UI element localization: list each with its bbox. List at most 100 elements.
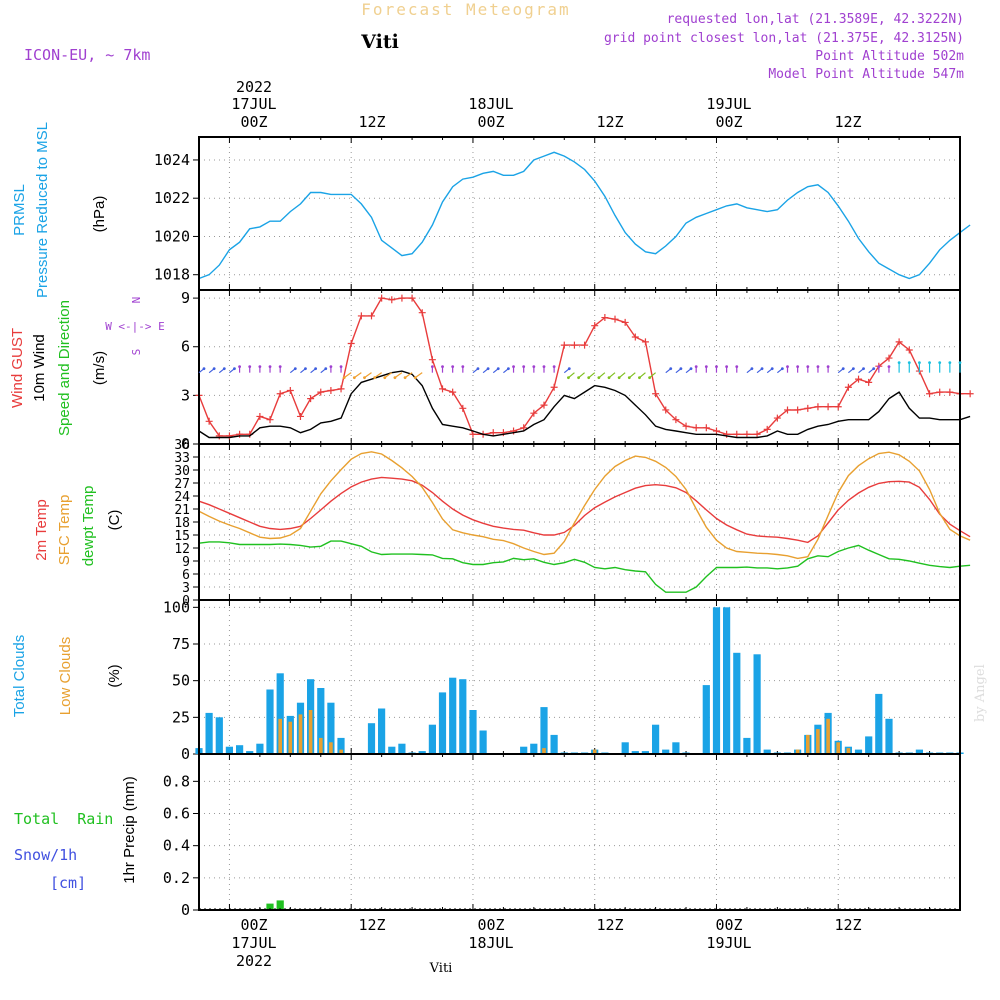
wind-direction-arrowhead (363, 376, 366, 380)
temp-ytick-label-8: 24 (174, 490, 190, 505)
wind-direction-arrowhead (512, 365, 515, 369)
clouds-ytick-label-2: 50 (172, 672, 190, 690)
wind-direction-arrows (198, 361, 962, 380)
wind-direction-arrow (414, 372, 423, 379)
temp-ytick-label-12: 36 (174, 438, 190, 453)
model-altitude: Model Point Altitude 547m (768, 67, 964, 82)
gust-point (773, 414, 781, 422)
total-cloud-bar (337, 737, 345, 754)
total-cloud-bar (438, 692, 447, 754)
total-cloud-bar (763, 749, 771, 754)
gust-point (621, 318, 629, 326)
temp-label-3: dewpt Temp (80, 486, 97, 567)
gust-point (378, 294, 386, 302)
temp-ytick-label-4: 12 (174, 542, 190, 557)
wind-direction-arrowhead (342, 376, 346, 380)
compass-we: W <-|-> E (105, 320, 165, 333)
precip-panel: 0 0.2 0.4 0.6 0.8 (163, 753, 961, 919)
wind-direction-arrow (404, 372, 413, 379)
pressure-ytick-label-0: 1018 (154, 266, 190, 284)
wind-direction-arrowhead (704, 365, 708, 369)
wind-direction-arrowhead (304, 367, 307, 371)
pressure-label-2: Pressure Reduced to MSL (34, 122, 51, 298)
wind-direction-arrowhead (278, 365, 282, 369)
wind-direction-arrowhead (222, 367, 226, 371)
low-cloud-bar (806, 734, 810, 754)
precip-ytick-label-4: 0.8 (163, 772, 190, 790)
precip-unit: 1hr Precip (mm) (121, 776, 138, 884)
total-cloud-bar (225, 746, 233, 754)
precip-ytick-label-3: 0.6 (163, 805, 190, 823)
wind-direction-arrowhead (486, 367, 490, 371)
wind-direction-arrowhead (552, 365, 556, 369)
wind-direction-arrowhead (393, 376, 397, 380)
chart-title: Forecast Meteogram (361, 0, 570, 19)
wind-ytick-label-0: 0 (181, 435, 190, 453)
bottom-tick-1: 12Z (358, 916, 385, 934)
gust-point (286, 387, 294, 395)
total-cloud-bar (378, 708, 386, 754)
wind-direction-arrow (374, 372, 382, 379)
top-date-1: 17JUL (231, 95, 276, 113)
gust-point (743, 430, 751, 438)
temp-ytick-label-3: 9 (182, 555, 190, 570)
low-cloud-bar (846, 748, 851, 754)
wind-direction-arrowhead (816, 365, 820, 369)
wind-direction-arrowhead (293, 367, 297, 371)
wind-direction-arrow (384, 372, 393, 379)
clouds-ytick-label-3: 75 (172, 635, 190, 653)
pressure-ytick-label-2: 1022 (154, 189, 190, 207)
wind-direction-arrowhead (907, 361, 911, 365)
bottom-date-2: 18JUL (468, 934, 513, 952)
wind-direction-arrowhead (202, 367, 206, 371)
low-cloud-bar (319, 737, 323, 754)
clouds-panel: 0 25 50 75 100 (163, 598, 964, 763)
gust-point (367, 312, 375, 320)
precip-label-3: [cm] (50, 874, 86, 892)
total-cloud-bar (865, 736, 873, 754)
pressure-ytick-label-1: 1020 (154, 227, 190, 245)
gust-point (520, 424, 528, 432)
gust-point (611, 315, 619, 323)
wind-direction-arrowhead (627, 376, 631, 380)
wind-direction-arrowhead (897, 361, 901, 365)
clouds-label-1: Total Clouds (11, 635, 28, 718)
wind-direction-arrowhead (413, 376, 417, 380)
wind-direction-arrowhead (958, 361, 962, 365)
temp-ytick-label-7: 21 (174, 503, 190, 518)
gust-point (327, 387, 335, 395)
wind-direction-arrowhead (877, 365, 881, 369)
wind-direction-arrowhead (948, 361, 952, 365)
wind-direction-arrowhead (786, 365, 789, 369)
wind-ytick-label-1: 3 (181, 386, 190, 404)
wind-direction-arrowhead (476, 367, 480, 371)
wind-direction-arrowhead (694, 365, 698, 369)
wind-direction-arrowhead (212, 367, 216, 371)
gust-point (296, 412, 304, 420)
wind-direction-arrowhead (872, 367, 876, 371)
gust-point (946, 388, 954, 396)
precip-label-1: Total Rain (14, 810, 113, 828)
gust-point (256, 412, 264, 420)
wind-direction-arrowhead (248, 365, 252, 369)
gust-point (449, 388, 457, 396)
gust-point (276, 390, 284, 398)
total-cloud-bar (317, 688, 325, 754)
gust-point (205, 417, 213, 425)
gust-point (936, 388, 944, 396)
wind-label-1: Wind GUST (9, 328, 26, 408)
wind-direction-arrowhead (725, 365, 729, 369)
total-cloud-bar (743, 737, 751, 754)
pressure-unit: (hPa) (91, 196, 108, 233)
wind-direction-arrowhead (496, 367, 500, 371)
total-cloud-bar (672, 742, 680, 754)
temp-ytick-label-5: 15 (174, 529, 190, 544)
wind-direction-arrowhead (597, 376, 601, 380)
total-cloud-bar (449, 677, 457, 754)
precip-ytick-label-1: 0.2 (163, 869, 190, 887)
low-cloud-bar (339, 749, 343, 754)
precip-label-2: Snow/1h (14, 846, 77, 864)
wind-direction-arrowhead (669, 367, 673, 371)
